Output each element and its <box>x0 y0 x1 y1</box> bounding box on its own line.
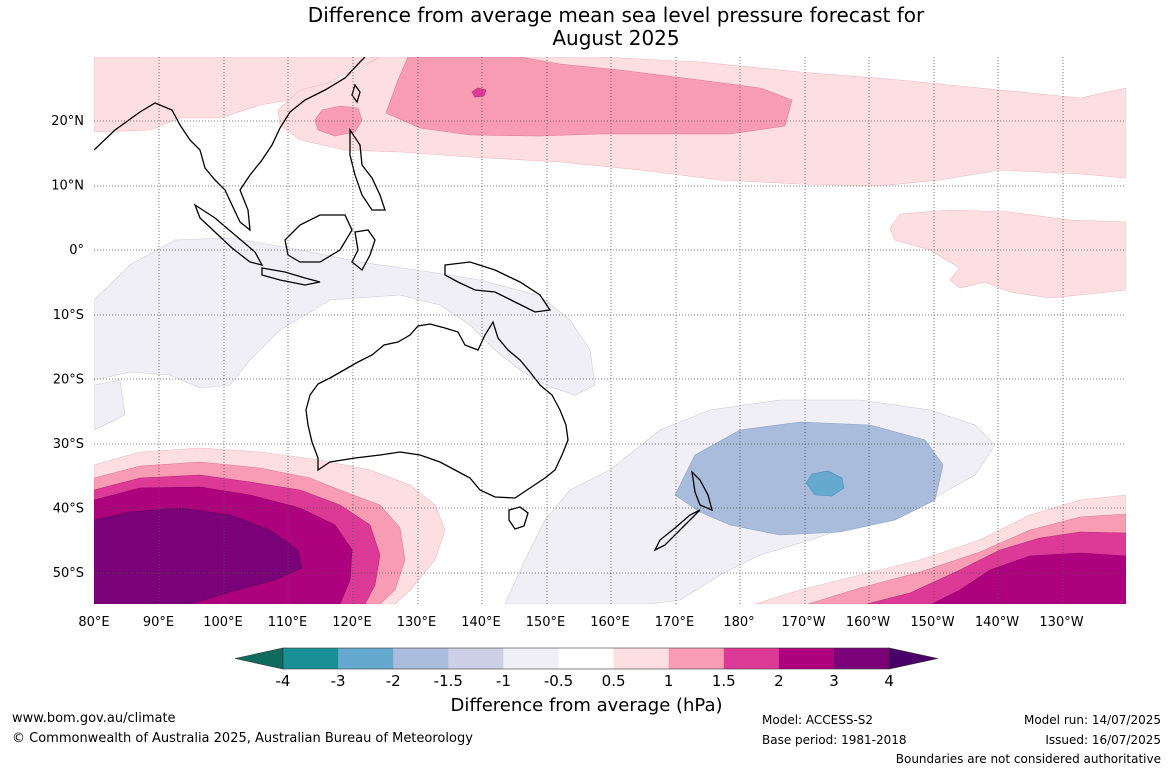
longitude-labels: 80°E 90°E 100°E 110°E 120°E 130°E 140°E 150°E 16… <box>78 615 1083 630</box>
base-period: Base period: 1981-2018 <box>762 733 907 747</box>
lon-label: 170°W <box>781 615 825 630</box>
lon-label: 170°E <box>655 615 695 630</box>
lon-label: 140°W <box>975 615 1019 630</box>
lon-label: 140°E <box>461 615 501 630</box>
anomaly-region-subtropical-ridge-strong <box>385 57 793 137</box>
boundaries-disclaimer: Boundaries are not considered authoritat… <box>895 752 1161 766</box>
colorbar <box>234 647 939 670</box>
copyright-text: © Commonwealth of Australia 2025, Austra… <box>12 731 473 746</box>
new-guinea-coastline <box>444 261 552 313</box>
lat-label: 20°S <box>53 372 84 387</box>
pressure-anomaly-field <box>94 57 1126 604</box>
new-zealand-south-coastline <box>653 509 701 552</box>
lat-label: 10°S <box>53 308 84 323</box>
colorbar-tick-label: -0.5 <box>544 672 573 690</box>
lon-label: 150°W <box>910 615 954 630</box>
lat-label: 30°S <box>53 437 84 452</box>
lon-label: 130°E <box>397 615 437 630</box>
colorbar-tick-label: -4 <box>276 672 291 690</box>
anomaly-region-north-core <box>471 87 487 98</box>
anomaly-region-southern-indian-core <box>94 507 303 604</box>
asia-mainland-coastline <box>94 57 366 232</box>
lat-label: 40°S <box>53 502 84 517</box>
chart-title: Difference from average mean sea level p… <box>0 4 1173 50</box>
anomaly-region-maritime-continent <box>94 237 596 396</box>
taiwan-coastline <box>351 83 361 104</box>
lon-label: 80°E <box>78 615 109 630</box>
colorbar-bin <box>613 648 670 669</box>
colorbar-bin <box>448 648 504 669</box>
colorbar-bin <box>503 648 559 669</box>
colorbar-bin <box>558 648 615 669</box>
colorbar-tick-labels: -4 -3 -2 -1.5 -1 -0.5 0.5 1 1.5 2 3 4 <box>276 672 894 690</box>
new-zealand-north-coastline <box>691 470 713 512</box>
sumatra-coastline <box>193 203 264 266</box>
anomaly-region-southern-pacific-4 <box>931 552 1126 604</box>
anomaly-region-east-pacific <box>889 209 1126 299</box>
colorbar-tick-label: 1.5 <box>712 672 736 690</box>
lat-label: 50°S <box>53 566 84 581</box>
lon-label: 100°E <box>203 615 243 630</box>
colorbar-outline <box>282 647 890 670</box>
colorbar-max-arrow <box>888 647 939 670</box>
colorbar-bin <box>723 648 780 669</box>
colorbar-bin <box>283 648 339 669</box>
colorbar-tick-label: -1.5 <box>434 672 463 690</box>
borneo-coastline <box>284 214 353 263</box>
tasmania-coastline <box>508 506 529 530</box>
anomaly-region-tasman-strong <box>805 470 845 497</box>
colorbar-title: Difference from average (hPa) <box>450 695 723 716</box>
colorbar-tick-label: 3 <box>829 672 839 690</box>
sulawesi-coastline <box>351 229 376 271</box>
lat-label: 10°N <box>51 179 84 194</box>
lat-label: 20°N <box>51 114 84 129</box>
anomaly-region-north-pacific-light <box>94 57 381 133</box>
lon-label: 130°W <box>1039 615 1083 630</box>
colorbar-tick-label: 2 <box>774 672 784 690</box>
lon-label: 160°E <box>590 615 630 630</box>
graticule <box>94 57 1126 604</box>
lon-label: 180° <box>723 615 754 630</box>
lon-label: 160°W <box>846 615 890 630</box>
model-name: Model: ACCESS-S2 <box>762 713 874 727</box>
lon-label: 90°E <box>143 615 174 630</box>
australia-coastline <box>305 320 569 499</box>
lat-label: 0° <box>69 243 84 258</box>
colorbar-tick-label: -1 <box>496 672 511 690</box>
lon-label: 120°E <box>332 615 372 630</box>
colorbar-bin <box>778 648 835 669</box>
website-link[interactable]: www.bom.gov.au/climate <box>12 711 176 726</box>
anomaly-region-western-indian <box>94 379 126 431</box>
lon-label: 110°E <box>268 615 308 630</box>
title-line-1: Difference from average mean sea level p… <box>307 3 925 27</box>
lon-label: 150°E <box>526 615 566 630</box>
colorbar-bin <box>393 648 449 669</box>
colorbar-bin <box>338 648 394 669</box>
colorbar-min-arrow <box>234 647 284 670</box>
colorbar-bin <box>668 648 725 669</box>
issued-date: Issued: 16/07/2025 <box>1045 733 1161 747</box>
colorbar-tick-label: 4 <box>884 672 894 690</box>
colorbar-tick-label: 1 <box>664 672 674 690</box>
latitude-labels: 20°N 10°N 0° 10°S 20°S 30°S 40°S 50°S <box>51 114 84 581</box>
colorbar-tick-label: 0.5 <box>602 672 626 690</box>
anomaly-region-south-china-sea <box>314 105 363 137</box>
colorbar-tick-label: -3 <box>331 672 346 690</box>
title-line-2: August 2025 <box>552 26 680 50</box>
colorbar-tick-label: -2 <box>386 672 401 690</box>
model-run-date: Model run: 14/07/2025 <box>1023 713 1161 727</box>
colorbar-bin <box>834 648 890 669</box>
